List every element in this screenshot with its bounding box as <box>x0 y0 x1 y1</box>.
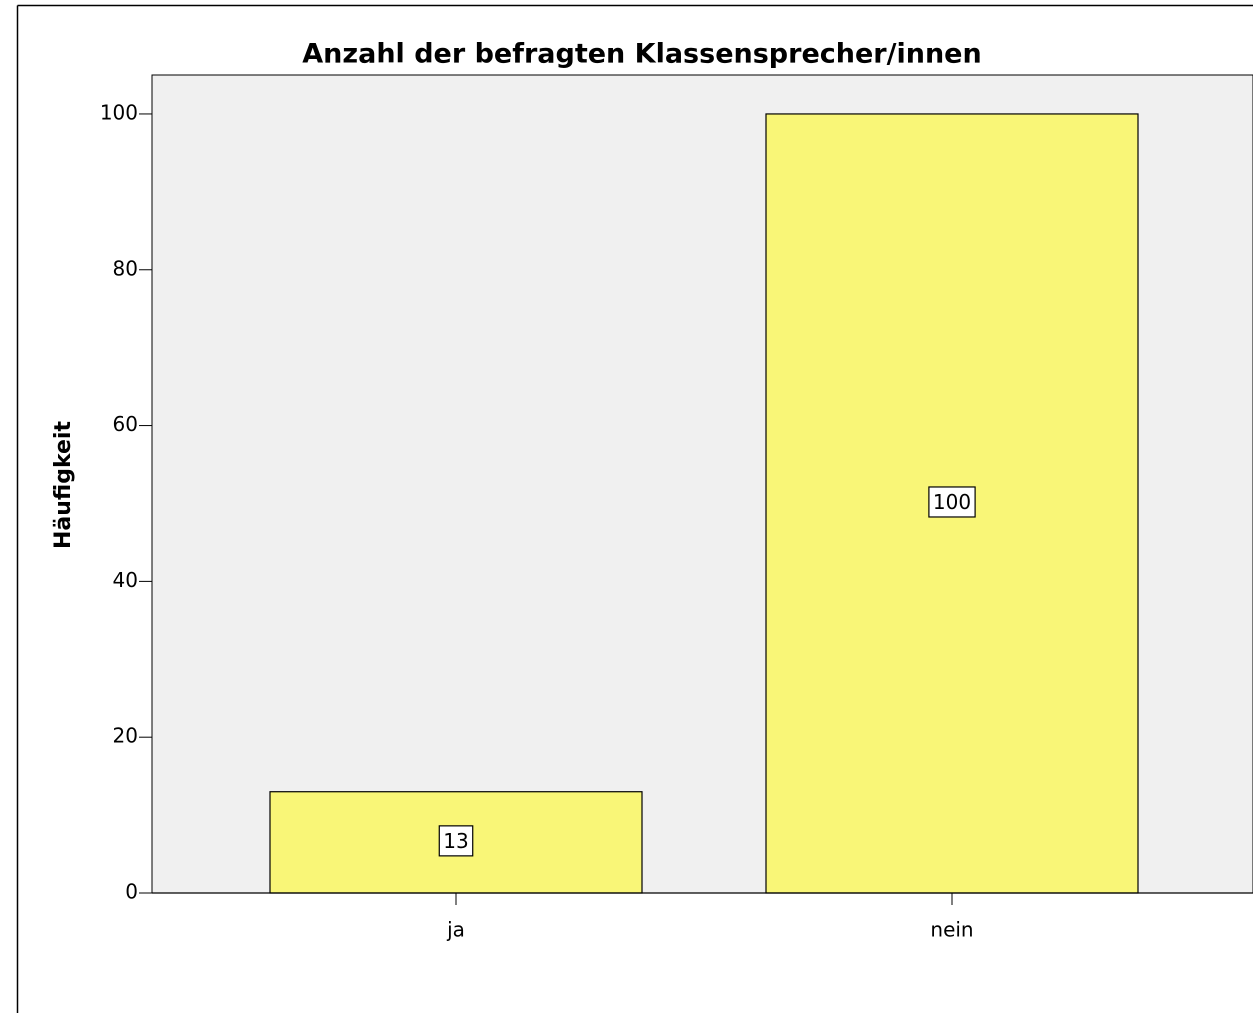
y-tick-label: 20 <box>113 724 138 748</box>
y-tick-label: 100 <box>100 100 138 124</box>
x-tick-label: ja <box>446 918 465 942</box>
value-label-box <box>928 486 976 518</box>
y-tick-label: 40 <box>113 568 138 592</box>
y-tick-label: 80 <box>113 256 138 280</box>
x-tick-label: nein <box>930 918 973 942</box>
value-label: 13 <box>443 829 468 853</box>
chart-title: Anzahl der befragten Klassensprecher/inn… <box>302 39 981 70</box>
y-tick-label: 60 <box>113 412 138 436</box>
y-axis-title: Häufigkeit <box>51 421 76 549</box>
y-tick-label: 0 <box>125 880 138 904</box>
value-label-box <box>438 825 474 857</box>
value-label: 100 <box>933 490 971 514</box>
